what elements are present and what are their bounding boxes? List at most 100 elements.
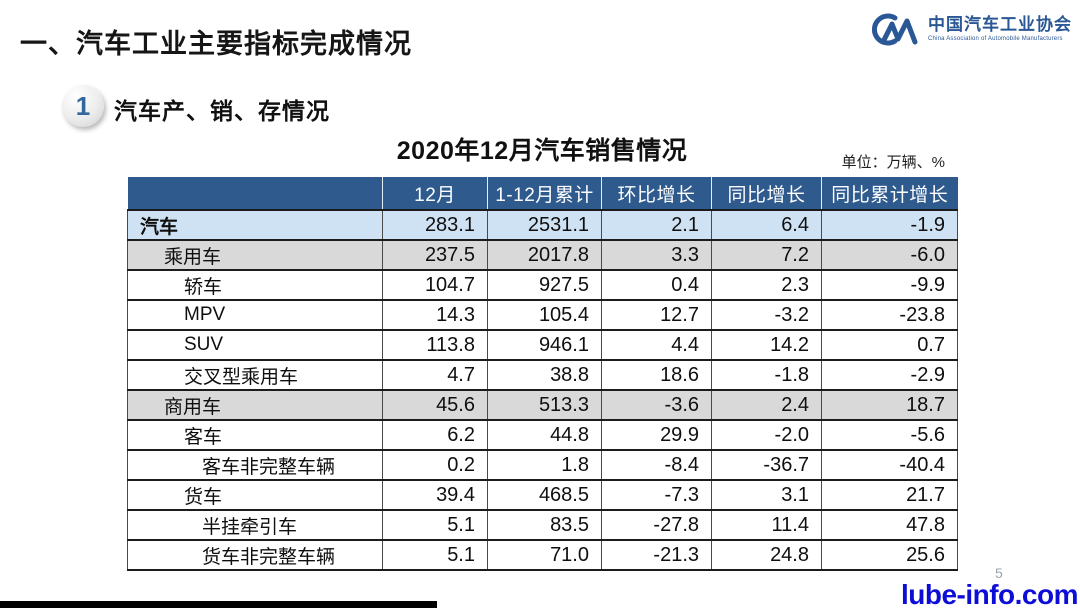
cell-value: -6.0 bbox=[821, 239, 958, 270]
cell-value: 0.7 bbox=[821, 329, 958, 360]
cell-value: 0.2 bbox=[382, 449, 488, 480]
association-logo: 中国汽车工业协会 China Association of Automobile… bbox=[863, 12, 1072, 46]
cell-value: 14.3 bbox=[382, 299, 488, 330]
cell-value: -23.8 bbox=[821, 299, 958, 330]
table-row: 货车非完整车辆 5.1 71.0 -21.3 24.8 25.6 bbox=[127, 539, 958, 571]
header-cell: 同比增长 bbox=[711, 177, 822, 211]
cell-value: 25.6 bbox=[821, 539, 958, 571]
cell-value: 1.8 bbox=[487, 449, 602, 480]
row-label: MPV bbox=[127, 299, 383, 330]
cell-value: 47.8 bbox=[821, 509, 958, 540]
cell-value: -7.3 bbox=[601, 479, 712, 510]
cell-value: 946.1 bbox=[487, 329, 602, 360]
cell-value: 14.2 bbox=[711, 329, 822, 360]
row-label: 交叉型乘用车 bbox=[127, 359, 383, 390]
cell-value: 12.7 bbox=[601, 299, 712, 330]
section-title: 汽车产、销、存情况 bbox=[114, 98, 330, 124]
row-label: 轿车 bbox=[127, 269, 383, 300]
cell-value: 2.3 bbox=[711, 269, 822, 300]
row-label: 货车非完整车辆 bbox=[127, 539, 383, 571]
cell-value: 2.4 bbox=[711, 389, 822, 420]
cell-value: -1.8 bbox=[711, 359, 822, 390]
cell-value: 3.3 bbox=[601, 239, 712, 270]
page-title: 一、汽车工业主要指标完成情况 bbox=[20, 29, 412, 59]
table-row: 客车非完整车辆 0.2 1.8 -8.4 -36.7 -40.4 bbox=[127, 449, 958, 480]
table-row: 客车 6.2 44.8 29.9 -2.0 -5.6 bbox=[127, 419, 958, 450]
logo-name-en: China Association of Automobile Manufact… bbox=[928, 35, 1063, 42]
cell-value: 468.5 bbox=[487, 479, 602, 510]
cell-value: -36.7 bbox=[711, 449, 822, 480]
cam-logo-icon bbox=[863, 12, 921, 46]
cell-value: -3.6 bbox=[601, 389, 712, 420]
cell-value: -5.6 bbox=[821, 419, 958, 450]
sales-table: 12月 1-12月累计 环比增长 同比增长 同比累计增长 汽车 283.1 2531.1 2.… bbox=[127, 177, 958, 571]
section-number-badge: 1 bbox=[62, 85, 104, 127]
row-label: 乘用车 bbox=[127, 239, 383, 270]
cell-value: 45.6 bbox=[382, 389, 488, 420]
cell-value: -9.9 bbox=[821, 269, 958, 300]
cell-value: 513.3 bbox=[487, 389, 602, 420]
cell-value: -1.9 bbox=[821, 209, 958, 240]
table-row: SUV 113.8 946.1 4.4 14.2 0.7 bbox=[127, 329, 958, 360]
cell-value: -2.0 bbox=[711, 419, 822, 450]
header-cell: 1-12月累计 bbox=[487, 177, 602, 211]
cell-value: -27.8 bbox=[601, 509, 712, 540]
cell-value: 5.1 bbox=[382, 539, 488, 571]
cell-value: 6.4 bbox=[711, 209, 822, 240]
row-label: 货车 bbox=[127, 479, 383, 510]
table-row: 乘用车 237.5 2017.8 3.3 7.2 -6.0 bbox=[127, 239, 958, 270]
table-row: 汽车 283.1 2531.1 2.1 6.4 -1.9 bbox=[127, 209, 958, 240]
cell-value: 927.5 bbox=[487, 269, 602, 300]
cell-value: 0.4 bbox=[601, 269, 712, 300]
table-title: 2020年12月汽车销售情况 bbox=[396, 137, 688, 165]
cell-value: 4.7 bbox=[382, 359, 488, 390]
cell-value: 18.7 bbox=[821, 389, 958, 420]
row-label: 汽车 bbox=[127, 209, 383, 240]
table-row: 交叉型乘用车 4.7 38.8 18.6 -1.8 -2.9 bbox=[127, 359, 958, 390]
sales-table-container: 12月 1-12月累计 环比增长 同比增长 同比累计增长 汽车 283.1 2531.1 2.… bbox=[127, 177, 958, 571]
cell-value: -40.4 bbox=[821, 449, 958, 480]
cell-value: 83.5 bbox=[487, 509, 602, 540]
cell-value: 237.5 bbox=[382, 239, 488, 270]
cell-value: 39.4 bbox=[382, 479, 488, 510]
cell-value: 283.1 bbox=[382, 209, 488, 240]
table-row: 半挂牵引车 5.1 83.5 -27.8 11.4 47.8 bbox=[127, 509, 958, 540]
table-row: 货车 39.4 468.5 -7.3 3.1 21.7 bbox=[127, 479, 958, 510]
cell-value: 3.1 bbox=[711, 479, 822, 510]
cell-value: 2017.8 bbox=[487, 239, 602, 270]
cell-value: 104.7 bbox=[382, 269, 488, 300]
header-cell: 环比增长 bbox=[601, 177, 712, 211]
logo-name-cn: 中国汽车工业协会 bbox=[928, 14, 1072, 34]
row-label: 客车 bbox=[127, 419, 383, 450]
header-cell: 12月 bbox=[382, 177, 488, 211]
section-number: 1 bbox=[75, 90, 91, 121]
cell-value: 18.6 bbox=[601, 359, 712, 390]
cell-value: 105.4 bbox=[487, 299, 602, 330]
cell-value: 4.4 bbox=[601, 329, 712, 360]
cell-value: -21.3 bbox=[601, 539, 712, 571]
table-row: MPV 14.3 105.4 12.7 -3.2 -23.8 bbox=[127, 299, 958, 330]
cell-value: -2.9 bbox=[821, 359, 958, 390]
cell-value: 38.8 bbox=[487, 359, 602, 390]
row-label: 半挂牵引车 bbox=[127, 509, 383, 540]
page-number: 5 bbox=[995, 565, 1003, 581]
row-label: 客车非完整车辆 bbox=[127, 449, 383, 480]
row-label: SUV bbox=[127, 329, 383, 360]
cell-value: 29.9 bbox=[601, 419, 712, 450]
watermark-link[interactable]: lube-info.com bbox=[900, 579, 1079, 610]
cell-value: -3.2 bbox=[711, 299, 822, 330]
cell-value: 11.4 bbox=[711, 509, 822, 540]
table-row: 商用车 45.6 513.3 -3.6 2.4 18.7 bbox=[127, 389, 958, 420]
unit-label: 单位：万辆、% bbox=[841, 154, 945, 171]
cell-value: 44.8 bbox=[487, 419, 602, 450]
table-row: 轿车 104.7 927.5 0.4 2.3 -9.9 bbox=[127, 269, 958, 300]
cell-value: 6.2 bbox=[382, 419, 488, 450]
cell-value: 71.0 bbox=[487, 539, 602, 571]
row-label: 商用车 bbox=[127, 389, 383, 420]
cell-value: 7.2 bbox=[711, 239, 822, 270]
cell-value: 2531.1 bbox=[487, 209, 602, 240]
bottom-bar bbox=[0, 601, 437, 608]
header-cell-empty bbox=[127, 177, 383, 211]
cell-value: -8.4 bbox=[601, 449, 712, 480]
cell-value: 21.7 bbox=[821, 479, 958, 510]
